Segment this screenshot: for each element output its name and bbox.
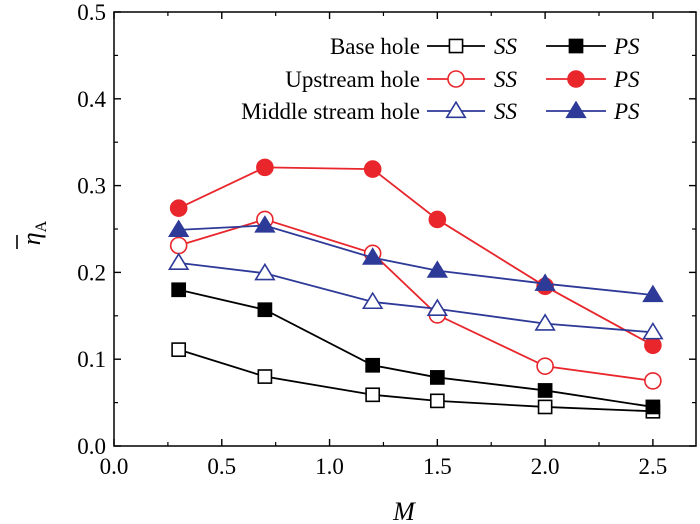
y-tick-label: 0.3	[77, 174, 106, 199]
legend-label-ps: PS	[613, 99, 640, 124]
data-point-middle-stream-hole-ss	[254, 262, 276, 281]
x-tick-label: 0.5	[207, 454, 236, 479]
series-line-middle-stream-hole-ss	[178, 261, 653, 334]
series-base-hole-ps	[171, 282, 661, 415]
data-point-base-hole-ss	[365, 387, 381, 403]
series-middle-stream-hole-ss	[168, 252, 664, 340]
data-point-middle-stream-hole-ps	[254, 215, 276, 233]
legend-group-label: Middle stream hole	[241, 99, 420, 124]
data-point-middle-stream-hole-ss	[362, 291, 384, 310]
data-point-upstream-hole-ss	[644, 372, 662, 390]
y-axis-label-main: η	[17, 232, 46, 245]
legend-label-ss: SS	[494, 99, 518, 124]
data-point-base-hole-ss	[429, 393, 445, 409]
data-point-base-hole-ps	[429, 370, 445, 385]
x-tick-label: 2.5	[639, 454, 668, 479]
legend-label-ps: PS	[613, 34, 640, 59]
data-point-upstream-hole-ps	[256, 158, 274, 177]
series-line-upstream-hole-ss	[178, 218, 654, 382]
data-point-middle-stream-hole-ss	[534, 313, 556, 331]
data-point-base-hole-ss	[537, 399, 553, 415]
data-point-upstream-hole-ps	[363, 160, 382, 178]
series-layer	[168, 158, 664, 419]
series-line-middle-stream-hole-ps	[178, 224, 653, 296]
data-point-upstream-hole-ps	[169, 199, 188, 217]
axes-layer: 0.0 0.5 1.0 1.5 2.0 2.5 0.0 0.1 0.2 0.3 0.4 0.5	[77, 0, 697, 479]
legend-marker-ps	[567, 70, 585, 88]
legend-label-ss: SS	[494, 67, 518, 92]
y-axis-label-subscript: A	[33, 220, 50, 232]
series-upstream-hole-ps	[169, 158, 662, 355]
data-point-middle-stream-hole-ps	[642, 284, 664, 303]
data-point-base-hole-ps	[365, 357, 381, 373]
y-axis-label: ηA	[16, 220, 50, 249]
data-point-base-hole-ss	[257, 369, 273, 384]
data-point-base-hole-ps	[537, 383, 553, 398]
legend-marker-ss	[445, 100, 467, 119]
legend-row-middle-stream-hole: Middle stream hole SS PS	[241, 99, 640, 124]
data-point-middle-stream-hole-ps	[362, 247, 384, 265]
y-tick-label: 0.4	[77, 87, 106, 112]
legend-marker-ps	[568, 38, 584, 54]
data-point-middle-stream-hole-ss	[168, 252, 190, 270]
data-point-base-hole-ps	[257, 302, 273, 318]
series-middle-stream-hole-ps	[168, 215, 664, 303]
x-tick-label: 0.0	[100, 454, 129, 479]
y-tick-label: 0.1	[77, 347, 106, 372]
data-point-upstream-hole-ps	[644, 336, 662, 355]
data-point-middle-stream-hole-ss	[426, 298, 448, 316]
legend-label-ss: SS	[494, 34, 518, 59]
x-tick-label: 1.0	[315, 454, 344, 479]
y-tick-label: 0.0	[77, 434, 106, 459]
legend-row-upstream-hole: Upstream hole SS PS	[285, 67, 640, 92]
data-point-upstream-hole-ss	[169, 236, 188, 255]
series-line-upstream-hole-ps	[178, 166, 654, 347]
data-point-base-hole-ps	[171, 282, 187, 298]
data-point-middle-stream-hole-ps	[426, 260, 448, 278]
legend-row-base-hole: Base hole SS PS	[330, 34, 640, 59]
series-upstream-hole-ss	[169, 210, 662, 390]
legend-marker-ps	[565, 100, 587, 119]
legend-group-label: Base hole	[330, 34, 420, 59]
data-point-middle-stream-hole-ps	[534, 273, 556, 291]
x-axis-label: M	[392, 497, 416, 524]
data-point-middle-stream-hole-ss	[642, 321, 664, 340]
x-tick-label: 2.0	[531, 454, 560, 479]
y-tick-label: 0.5	[77, 0, 106, 25]
series-base-hole-ss	[171, 342, 661, 419]
data-point-base-hole-ss	[171, 342, 187, 358]
legend-label-ps: PS	[613, 67, 640, 92]
legend-group-label: Upstream hole	[285, 67, 420, 92]
y-tick-label: 0.2	[77, 260, 106, 285]
data-point-upstream-hole-ps	[428, 210, 447, 229]
legend-marker-ss	[448, 38, 464, 54]
series-line-base-hole-ss	[178, 348, 653, 413]
svg-text:ηA: ηA	[17, 220, 50, 245]
legend-marker-ss	[447, 70, 465, 88]
x-tick-label: 1.5	[423, 454, 452, 479]
data-point-middle-stream-hole-ps	[168, 219, 190, 238]
data-point-base-hole-ps	[645, 399, 661, 415]
data-point-upstream-hole-ss	[536, 357, 554, 375]
series-line-base-hole-ps	[178, 288, 654, 408]
